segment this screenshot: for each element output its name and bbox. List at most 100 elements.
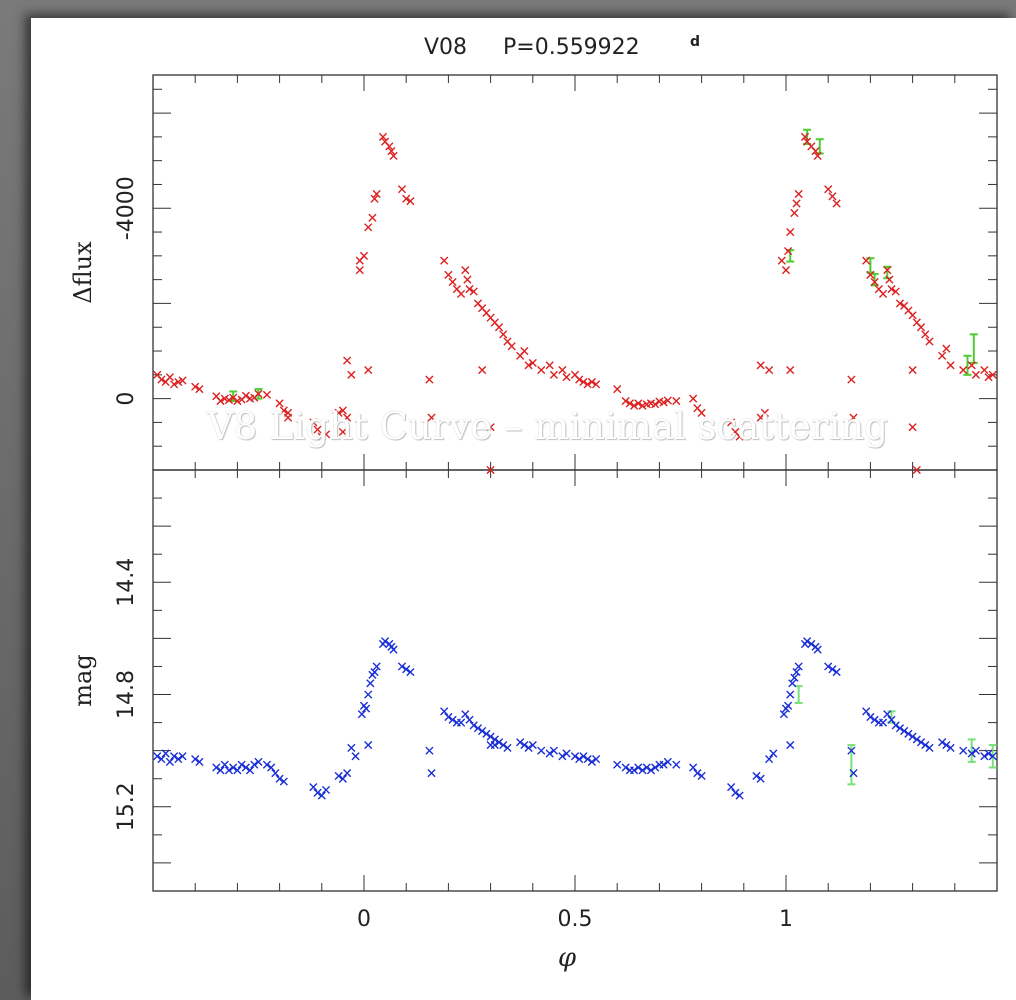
mag-data-point (883, 710, 892, 719)
x-marker (887, 715, 896, 724)
x-marker (364, 365, 373, 375)
x-marker (520, 740, 529, 750)
x-marker (338, 406, 347, 415)
x-marker (811, 147, 820, 156)
title-period: P=0.559922 (503, 35, 640, 60)
mag-data-point (634, 763, 643, 772)
x-marker (891, 721, 900, 730)
mag-data-point (372, 662, 381, 671)
x-marker (642, 763, 651, 772)
x-marker (465, 715, 474, 724)
x-marker (524, 743, 533, 752)
x-marker (224, 766, 234, 775)
x-marker (440, 256, 449, 265)
flux-data-point (317, 432, 326, 441)
mag-data-point (490, 740, 499, 750)
flux-data-point (283, 413, 293, 422)
mag-data-point (862, 707, 871, 716)
flux-data-point (524, 361, 533, 370)
flux-data-point (507, 342, 516, 351)
x-marker (697, 408, 706, 417)
chart-title: V08 P=0.559922 d (424, 34, 700, 60)
flux-data-point (988, 370, 997, 379)
x-marker (448, 277, 457, 287)
x-marker (368, 213, 377, 222)
x-marker (878, 718, 888, 727)
mag-data-point (245, 766, 255, 775)
mag-data-point (847, 746, 856, 755)
mag-data-point (161, 749, 170, 758)
mag-data-point (735, 791, 744, 800)
flux-y-tick-label: -4000 (114, 176, 139, 240)
x-marker (813, 645, 822, 654)
mag-data-point (921, 740, 930, 750)
x-marker (549, 370, 558, 379)
x-tick-label: 0 (357, 907, 371, 932)
x-marker (178, 376, 187, 385)
x-marker (579, 752, 588, 761)
x-marker (790, 673, 799, 682)
x-marker (469, 287, 478, 296)
flux-data-point (338, 406, 347, 415)
x-marker (828, 192, 837, 201)
x-marker (490, 740, 499, 750)
x-marker (241, 391, 250, 400)
mag-data-point (765, 754, 774, 764)
x-marker (229, 763, 238, 772)
mag-data-point (752, 771, 761, 781)
x-marker (463, 275, 472, 284)
flux-data-point (486, 423, 495, 432)
flux-data-point (946, 361, 955, 370)
x-marker (908, 423, 917, 432)
x-marker (946, 743, 955, 752)
flux-data-point (883, 266, 892, 275)
light-curve-chart: V08 P=0.559922 d 0 -4000 Δflux 14.4 14.8 15.2… (69, 34, 998, 973)
x-marker (444, 712, 453, 722)
mag-data-point (520, 740, 529, 750)
flux-data-point (794, 189, 803, 199)
x-marker (895, 724, 905, 733)
x-marker (769, 749, 778, 758)
mag-data-point (425, 746, 434, 755)
mag-data-point (651, 763, 660, 772)
flux-data-point (537, 365, 546, 375)
flux-data-point (792, 199, 801, 208)
mag-data-point (357, 710, 366, 719)
mag-data-point (659, 760, 668, 769)
mag-data-point (756, 774, 765, 783)
x-marker (499, 740, 508, 750)
x-marker (165, 757, 174, 766)
mag-data-point (545, 749, 554, 758)
x-marker (178, 752, 187, 761)
flux-data-point (811, 147, 820, 156)
x-marker (659, 760, 668, 769)
flux-data-point (613, 385, 622, 394)
x-marker (765, 365, 774, 375)
flux-data-point (908, 365, 917, 375)
x-marker (233, 766, 242, 775)
x-marker (786, 740, 795, 750)
x-marker (862, 707, 871, 716)
x-marker (448, 715, 457, 724)
x-marker (942, 740, 951, 750)
x-marker (478, 726, 487, 736)
flux-data-point (224, 395, 234, 405)
x-marker (689, 763, 698, 772)
flux-data-point (925, 337, 934, 346)
x-marker (592, 754, 601, 764)
x-marker (456, 289, 466, 299)
flux-data-point (786, 227, 795, 237)
x-marker (562, 373, 571, 382)
x-marker (784, 246, 793, 256)
x-marker (364, 740, 373, 750)
mag-data-point (895, 724, 905, 733)
mag-data-point (828, 665, 837, 674)
flux-data-point (378, 132, 388, 141)
x-marker (347, 743, 356, 752)
flux-data-point (866, 270, 875, 279)
x-marker (406, 197, 415, 206)
flux-data-point (800, 132, 810, 141)
flux-data-point (321, 430, 331, 439)
x-marker (765, 754, 774, 764)
flux-data-point (786, 365, 795, 375)
